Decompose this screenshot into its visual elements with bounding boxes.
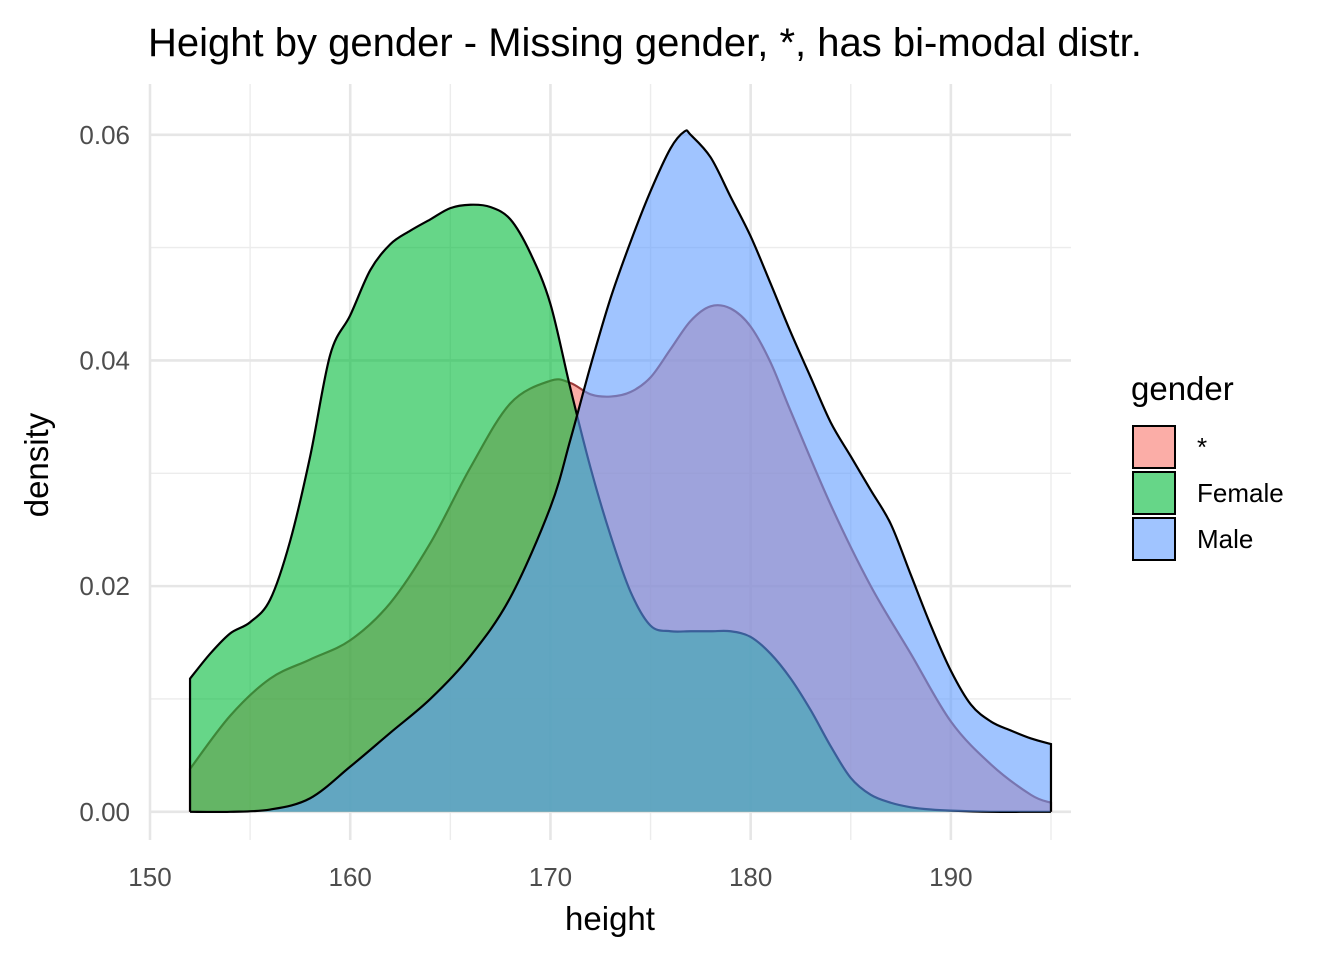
density-areas bbox=[188, 129, 1053, 814]
y-tick-label: 0.00 bbox=[79, 797, 130, 827]
legend-title: gender bbox=[1131, 370, 1234, 407]
y-tick-label: 0.06 bbox=[79, 120, 130, 150]
x-tick-label: 150 bbox=[128, 862, 171, 892]
chart-title: Height by gender - Missing gender, *, ha… bbox=[148, 21, 1142, 65]
y-axis-ticks: 0.00 0.02 0.04 0.06 bbox=[79, 120, 130, 827]
legend-key-female bbox=[1132, 471, 1176, 515]
x-axis-ticks: 150 160 170 180 190 bbox=[128, 862, 972, 892]
legend: gender * Female Male bbox=[1131, 370, 1284, 561]
legend-label-female: Female bbox=[1197, 478, 1284, 508]
y-axis-label: density bbox=[18, 412, 55, 517]
legend-label-male: Male bbox=[1197, 524, 1253, 554]
legend-key-male bbox=[1132, 517, 1176, 561]
density-line-male bbox=[190, 129, 1053, 814]
legend-key-missing bbox=[1132, 425, 1176, 469]
legend-label-missing: * bbox=[1197, 432, 1207, 462]
x-tick-label: 160 bbox=[329, 862, 372, 892]
x-axis-label: height bbox=[565, 900, 655, 937]
x-tick-label: 180 bbox=[729, 862, 772, 892]
y-tick-label: 0.02 bbox=[79, 571, 130, 601]
x-tick-label: 170 bbox=[529, 862, 572, 892]
y-tick-label: 0.04 bbox=[79, 345, 130, 375]
x-tick-label: 190 bbox=[929, 862, 972, 892]
density-area-female bbox=[190, 204, 1051, 812]
density-area-male bbox=[190, 130, 1051, 812]
